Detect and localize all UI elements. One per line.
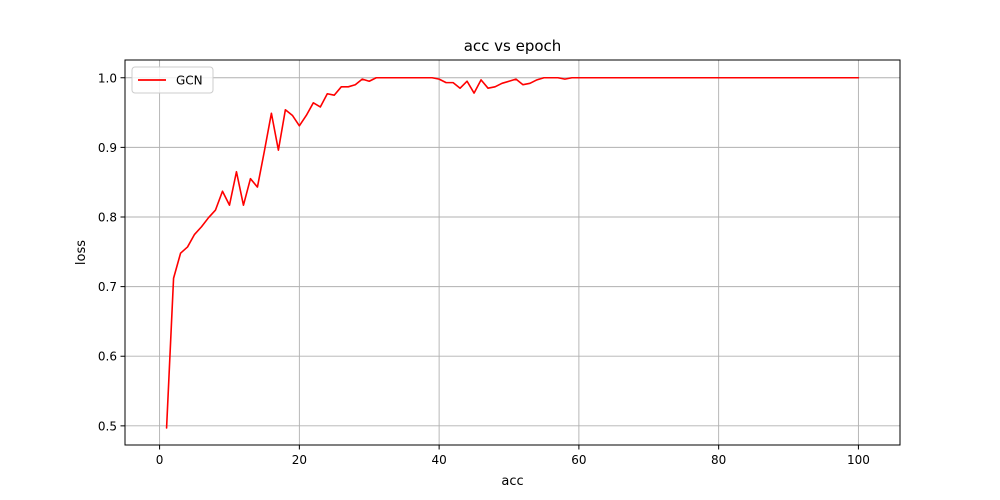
x-tick-label: 100 — [847, 453, 870, 467]
chart-title: acc vs epoch — [464, 37, 562, 55]
y-tick-label: 0.8 — [98, 210, 117, 224]
legend: GCN — [131, 66, 214, 94]
x-tick-label: 40 — [431, 453, 446, 467]
plot-frame — [124, 59, 901, 446]
plot-area — [125, 60, 900, 445]
y-tick-label: 0.9 — [98, 141, 117, 155]
y-axis-ticks: 0.5 0.6 0.7 0.8 0.9 1.0 — [98, 71, 125, 433]
x-axis-ticks: 0 20 40 60 80 100 — [156, 445, 870, 467]
y-tick-label: 1.0 — [98, 71, 117, 85]
x-tick-label: 0 — [156, 453, 164, 467]
y-tick-label: 0.7 — [98, 280, 117, 294]
x-gridlines — [159, 60, 859, 445]
legend-box — [131, 66, 214, 94]
x-tick-label: 80 — [711, 453, 726, 467]
legend-label-gcn: GCN — [176, 74, 203, 88]
series-line-gcn — [165, 76, 860, 429]
x-tick-label: 60 — [571, 453, 586, 467]
y-tick-label: 0.5 — [98, 419, 117, 433]
y-tick-label: 0.6 — [98, 350, 117, 364]
series-layer — [165, 76, 860, 429]
x-axis-label: acc — [501, 474, 523, 489]
y-axis-label: loss — [74, 240, 89, 265]
x-tick-label: 20 — [292, 453, 307, 467]
